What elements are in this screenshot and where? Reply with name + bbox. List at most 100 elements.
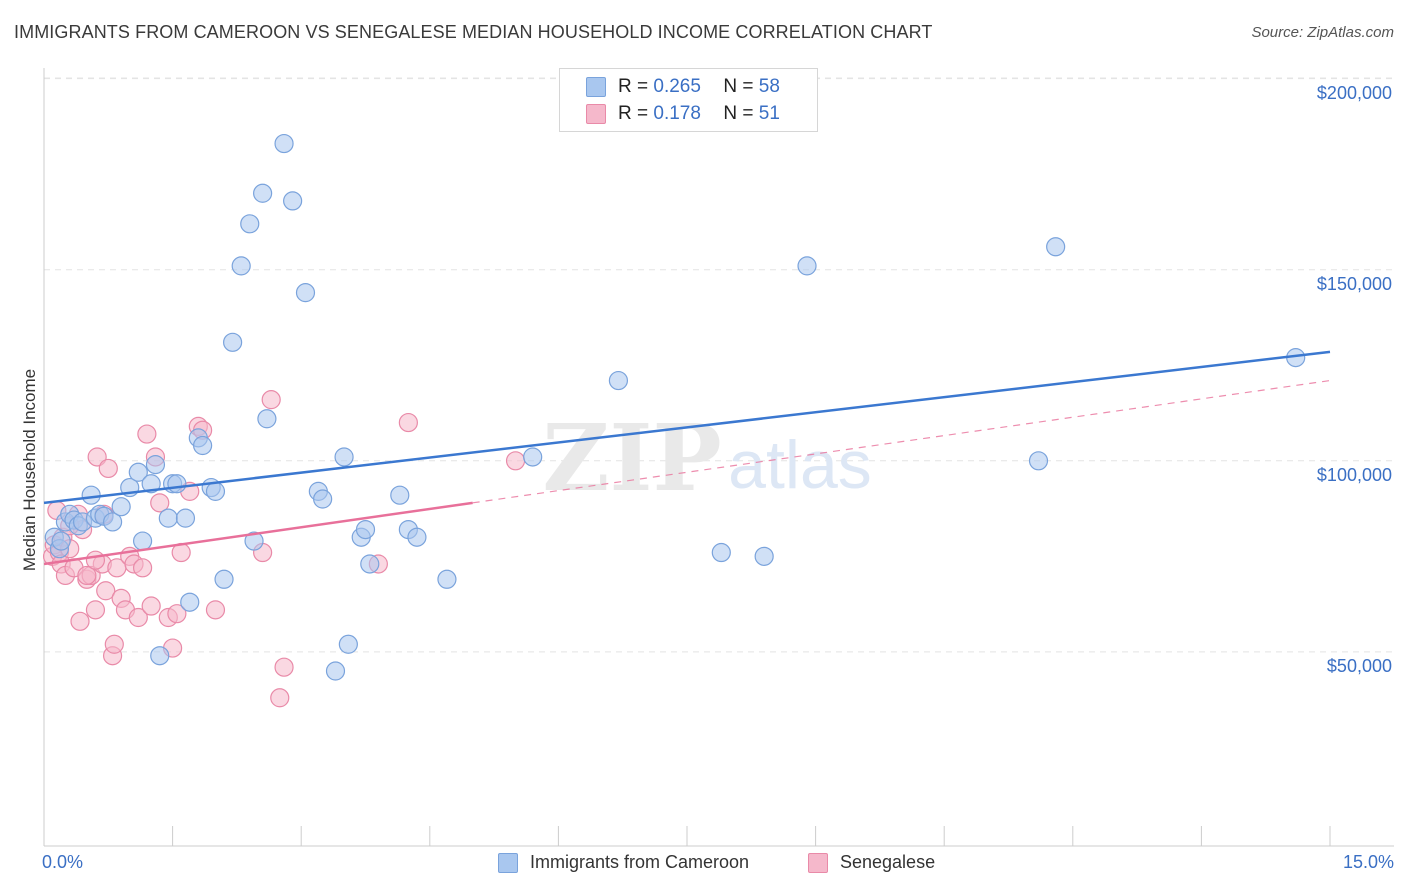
correlation-legend: R = 0.265 N = 58 R = 0.178 N = 51 — [559, 68, 818, 132]
bottom-legend-label: Immigrants from Cameroon — [530, 852, 750, 872]
cameroon-point — [205, 481, 226, 501]
cameroon-point — [158, 508, 178, 528]
cameroon-point — [193, 435, 213, 456]
cameroon-point — [334, 447, 354, 467]
cameroon-point — [180, 592, 200, 612]
cameroon-point — [338, 634, 358, 654]
senegalese-point — [70, 611, 90, 631]
cameroon-point — [437, 569, 457, 589]
legend-n-value: 51 — [758, 103, 780, 124]
cameroon-point — [214, 569, 234, 589]
cameroon-points — [44, 133, 1306, 681]
cameroon-point — [407, 527, 427, 547]
cameroon-point — [711, 542, 731, 563]
legend-swatch-blue — [586, 77, 606, 97]
senegalese-point — [96, 581, 116, 601]
legend-row-senegalese: R = 0.178 N = 51 — [586, 101, 780, 127]
cameroon-point — [111, 497, 131, 517]
legend-row-cameroon: R = 0.265 N = 58 — [586, 74, 780, 100]
source-label: Source: ZipAtlas.com — [1251, 24, 1394, 41]
chart-title: IMMIGRANTS FROM CAMEROON VS SENEGALESE M… — [14, 22, 933, 42]
cameroon-point — [1028, 451, 1049, 471]
senegalese-point — [128, 607, 148, 628]
cameroon-point — [283, 191, 303, 211]
cameroon-point — [274, 133, 294, 154]
cameroon-point — [355, 519, 376, 540]
cameroon-point — [81, 485, 101, 505]
y-tick-label: $100,000 — [1316, 464, 1392, 485]
cameroon-point — [231, 256, 251, 276]
cameroon-point — [141, 474, 161, 494]
cameroon-point — [295, 283, 316, 303]
senegalese-point — [270, 688, 290, 708]
cameroon-point — [313, 489, 333, 509]
senegalese-point — [274, 657, 294, 677]
cameroon-point — [754, 546, 774, 566]
cameroon-point — [102, 512, 123, 532]
legend-swatch-pink — [586, 104, 606, 124]
x-tick-label-min: 0.0% — [42, 852, 84, 872]
bottom-legend-label: Senegalese — [840, 852, 936, 872]
cameroon-point — [223, 332, 243, 352]
senegalese-point — [505, 451, 526, 471]
axes — [43, 68, 1394, 847]
cameroon-point — [51, 531, 71, 551]
trend-lines — [43, 350, 1331, 566]
senegalese-trend-extension — [472, 379, 1331, 504]
cameroon-point — [523, 447, 543, 467]
cameroon-point — [167, 474, 187, 494]
legend-r-label: R = — [618, 103, 649, 124]
legend-r-label: R = — [618, 76, 649, 97]
cameroon-point — [608, 370, 629, 391]
y-tick-label: $200,000 — [1316, 82, 1392, 103]
senegalese-point — [85, 550, 106, 570]
bottom-legend-senegalese: Senegalese — [808, 852, 935, 873]
legend-n-value: 58 — [758, 76, 780, 97]
legend-n-label: N = — [723, 103, 754, 124]
senegalese-points — [42, 390, 526, 708]
cameroon-point — [128, 462, 148, 482]
cameroon-point — [175, 508, 196, 528]
legend-r-value: 0.178 — [653, 103, 701, 124]
cameroon-point — [253, 183, 273, 203]
legend-swatch-pink — [808, 852, 828, 873]
senegalese-point — [137, 424, 157, 444]
cameroon-point — [145, 455, 166, 475]
legend-n-label: N = — [723, 76, 754, 97]
senegalese-point — [261, 390, 281, 410]
senegalese-point — [150, 493, 170, 513]
senegalese-point — [98, 458, 118, 479]
y-tick-label: $50,000 — [1326, 655, 1392, 676]
senegalese-point — [132, 558, 153, 578]
senegalese-point — [87, 447, 107, 467]
senegalese-point — [167, 604, 187, 624]
cameroon-point — [244, 531, 264, 551]
senegalese-trend-line — [43, 501, 473, 566]
cameroon-point — [257, 409, 277, 429]
watermark: ZIP atlas — [542, 404, 872, 512]
cameroon-point — [360, 554, 380, 574]
y-tick-label: $150,000 — [1316, 273, 1392, 294]
watermark-zip: ZIP — [542, 404, 721, 512]
cameroon-trend-line — [43, 350, 1331, 505]
cameroon-point — [325, 661, 346, 681]
senegalese-point — [104, 634, 124, 654]
senegalese-point — [141, 596, 161, 616]
cameroon-point — [150, 646, 170, 666]
x-tick-label-max: 15.0% — [1342, 852, 1394, 872]
bottom-legend-cameroon: Immigrants from Cameroon — [498, 852, 749, 873]
senegalese-point — [85, 600, 106, 620]
cameroon-point — [797, 256, 817, 276]
cameroon-point — [1046, 237, 1066, 257]
watermark-atlas: atlas — [728, 427, 872, 503]
gridlines — [44, 77, 1394, 653]
cameroon-point — [240, 214, 260, 234]
senegalese-point — [77, 565, 97, 586]
cameroon-point — [132, 531, 153, 551]
legend-swatch-blue — [498, 852, 518, 873]
legend-r-value: 0.265 — [653, 76, 701, 97]
senegalese-point — [205, 600, 226, 620]
cameroon-point — [390, 485, 410, 505]
senegalese-point — [398, 412, 418, 433]
